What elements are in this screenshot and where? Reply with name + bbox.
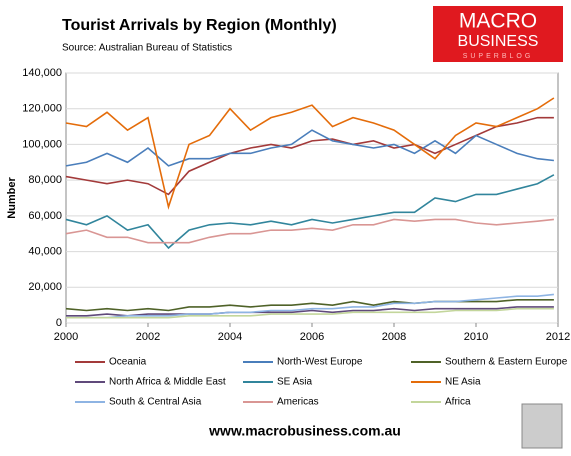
series-line	[66, 307, 554, 319]
y-tick-label: 120,000	[22, 103, 62, 115]
chart-title: Tourist Arrivals by Region (Monthly)	[62, 17, 337, 34]
x-tick-label: 2008	[382, 331, 406, 343]
legend-label: Africa	[445, 397, 471, 408]
logo-text: BUSINESS	[458, 33, 539, 50]
y-tick-label: 40,000	[28, 245, 62, 257]
series-line	[66, 293, 554, 319]
series-line	[65, 174, 555, 250]
x-tick-label: 2004	[218, 331, 242, 343]
y-tick-label: 60,000	[28, 210, 62, 222]
legend-label: North-West Europe	[277, 357, 363, 368]
legend-label: NE Asia	[445, 377, 481, 388]
y-tick-label: 100,000	[22, 138, 62, 150]
series-line	[65, 129, 554, 167]
y-tick-label: 0	[56, 317, 62, 329]
x-tick-label: 2002	[136, 331, 160, 343]
y-tick-label: 20,000	[28, 281, 62, 293]
plot-area	[65, 72, 559, 324]
series-line	[66, 306, 554, 317]
logo-text: SUPERBLOG	[463, 53, 534, 60]
x-tick-label: 2010	[464, 331, 488, 343]
y-tick-label: 140,000	[22, 67, 62, 79]
x-tick-label: 2012	[546, 331, 570, 343]
series-line	[65, 298, 554, 312]
x-tick-label: 2006	[300, 331, 324, 343]
legend-label: Oceania	[109, 357, 147, 368]
footer: www.macrobusiness.com.au	[208, 423, 401, 439]
legend-label: Americas	[277, 397, 319, 408]
y-axis-label: Number	[6, 177, 18, 219]
legend-label: Southern & Eastern Europe	[445, 357, 568, 368]
logo-text: MACRO	[459, 10, 537, 33]
x-tick-label: 2000	[54, 331, 78, 343]
wolf-icon	[521, 403, 563, 449]
logo-box	[433, 6, 563, 62]
series-line	[65, 97, 555, 210]
legend-label: South & Central Asia	[109, 397, 202, 408]
legend-label: SE Asia	[277, 377, 312, 388]
series-line	[65, 218, 554, 244]
y-tick-label: 80,000	[28, 174, 62, 186]
chart-subtitle: Source: Australian Bureau of Statistics	[62, 43, 232, 54]
series-line	[65, 116, 554, 196]
legend-label: North Africa & Middle East	[109, 377, 226, 388]
